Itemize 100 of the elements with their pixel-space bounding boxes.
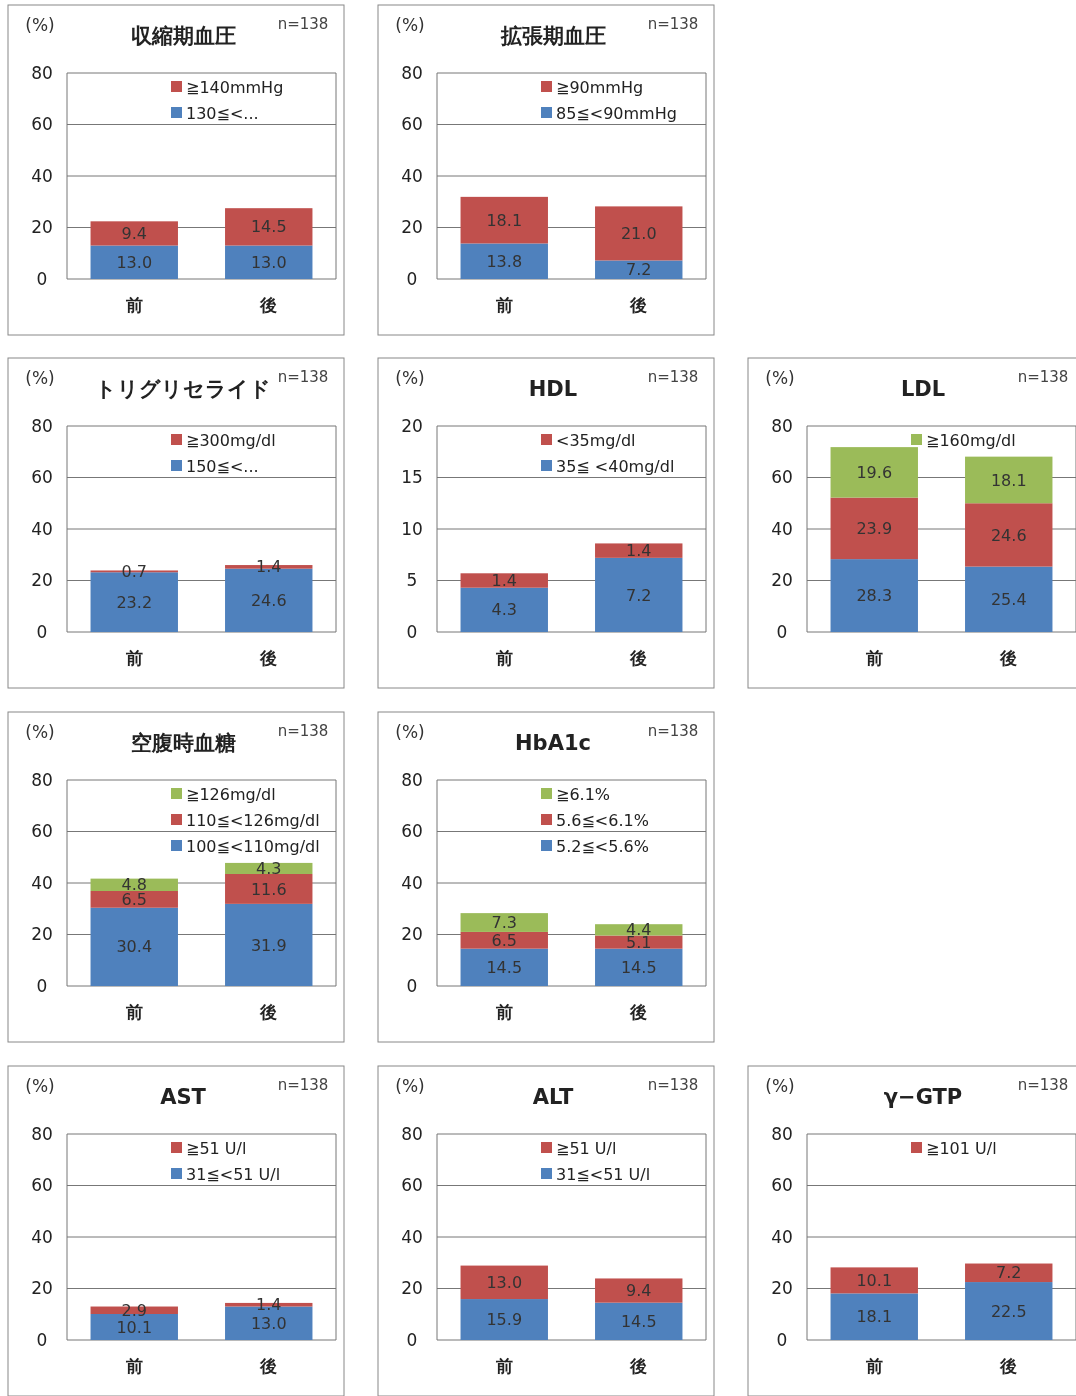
y-tick-label: 0 (776, 1329, 788, 1350)
legend-label: 150≦<... (186, 456, 259, 476)
y-tick-label: 60 (771, 467, 793, 488)
data-label: 7.3 (491, 913, 517, 933)
y-tick-label: 10 (401, 518, 423, 539)
x-tick-label: 前 (124, 1356, 143, 1376)
legend-label: ≧300mg/dl (186, 430, 276, 450)
y-axis-title: (%) (395, 368, 425, 388)
y-tick-label: 40 (401, 1226, 423, 1247)
x-tick-label: 後 (259, 295, 278, 315)
legend-label: 110≦<126mg/dl (186, 810, 320, 830)
y-tick-label: 60 (31, 114, 53, 135)
y-axis-title: (%) (25, 368, 55, 388)
data-label: 9.4 (626, 1281, 652, 1301)
bar (460, 196, 548, 244)
y-tick-label: 60 (401, 114, 423, 135)
data-label: 14.5 (620, 957, 657, 977)
legend-label: <35mg/dl (556, 430, 636, 450)
y-tick-label: 60 (31, 467, 53, 488)
y-tick-label: 0 (36, 268, 48, 289)
text: n=138 (1017, 1076, 1069, 1094)
y-tick-label: 40 (771, 1226, 793, 1247)
data-label: 13.0 (250, 252, 287, 272)
bar (460, 931, 548, 949)
bar (225, 873, 313, 904)
data-label: 4.3 (256, 859, 282, 879)
chart-title: AST (160, 1085, 207, 1109)
data-label: 9.4 (121, 224, 147, 244)
bar (965, 456, 1053, 504)
y-tick-label: 20 (401, 1278, 423, 1299)
y-axis-title: (%) (765, 1076, 795, 1096)
y-tick-label: 20 (31, 924, 53, 945)
bar (595, 206, 683, 261)
bar (460, 913, 548, 932)
data-label: 6.5 (491, 930, 517, 950)
data-label: 21.0 (620, 224, 657, 244)
data-label: 23.9 (856, 518, 893, 538)
legend-label: ≧6.1% (556, 784, 611, 804)
text: n=138 (277, 15, 329, 33)
data-label: 30.4 (116, 937, 153, 957)
y-tick-label: 20 (31, 570, 53, 591)
bar (965, 566, 1053, 632)
data-label: 7.2 (626, 260, 652, 280)
legend-label: 5.2≦<5.6% (556, 836, 649, 856)
y-axis-title: (%) (395, 15, 425, 35)
data-label: 25.4 (990, 589, 1027, 609)
data-label: 15.9 (486, 1310, 523, 1330)
bar (595, 557, 683, 632)
x-tick-label: 後 (259, 648, 278, 668)
bar (595, 543, 683, 558)
bar (460, 1265, 548, 1300)
y-tick-label: 40 (31, 1226, 53, 1247)
y-tick-label: 80 (771, 415, 793, 436)
text: n=138 (647, 1076, 699, 1094)
legend-label: ≧51 U/l (556, 1138, 617, 1158)
y-tick-label: 40 (31, 518, 53, 539)
chart-title: 収縮期血圧 (130, 24, 236, 48)
bar (225, 903, 313, 986)
bar (595, 924, 683, 936)
data-label: 13.8 (486, 251, 523, 271)
y-tick-label: 80 (771, 1123, 793, 1144)
legend-label: 5.6≦<6.1% (556, 810, 649, 830)
x-tick-label: 後 (629, 295, 648, 315)
bar (595, 1302, 683, 1340)
bar (830, 559, 918, 632)
y-tick-label: 80 (31, 769, 53, 790)
data-label: 14.5 (486, 957, 523, 977)
data-label: 13.0 (116, 252, 153, 272)
y-axis-title: (%) (25, 15, 55, 35)
text: n=138 (277, 1076, 329, 1094)
chart-title: LDL (900, 377, 946, 401)
y-tick-label: 80 (401, 1123, 423, 1144)
data-label: 10.1 (116, 1317, 153, 1337)
data-label: 4.3 (491, 600, 517, 620)
text: n=138 (647, 15, 699, 33)
data-label: 13.0 (486, 1272, 523, 1292)
y-tick-label: 40 (31, 872, 53, 893)
legend-label: 31≦<51 U/l (556, 1164, 651, 1184)
bar (460, 587, 548, 632)
x-tick-label: 後 (629, 1356, 648, 1376)
bar (595, 1278, 683, 1303)
y-tick-label: 0 (776, 621, 788, 642)
y-tick-label: 20 (771, 1278, 793, 1299)
x-tick-label: 後 (259, 1356, 278, 1376)
bar (965, 1263, 1053, 1283)
y-tick-label: 40 (31, 165, 53, 186)
y-tick-label: 80 (401, 769, 423, 790)
chart-title: 空腹時血糖 (130, 731, 236, 755)
legend-label: 130≦<... (186, 103, 259, 123)
x-tick-label: 前 (124, 1002, 143, 1022)
x-tick-label: 前 (494, 1356, 513, 1376)
x-tick-label: 前 (494, 1002, 513, 1022)
x-tick-label: 後 (629, 648, 648, 668)
y-tick-label: 0 (36, 975, 48, 996)
y-axis-title: (%) (395, 1076, 425, 1096)
text: n=138 (647, 368, 699, 386)
x-tick-label: 前 (864, 648, 883, 668)
text: n=138 (647, 722, 699, 740)
y-tick-label: 60 (401, 821, 423, 842)
legend-label: ≧126mg/dl (186, 784, 276, 804)
